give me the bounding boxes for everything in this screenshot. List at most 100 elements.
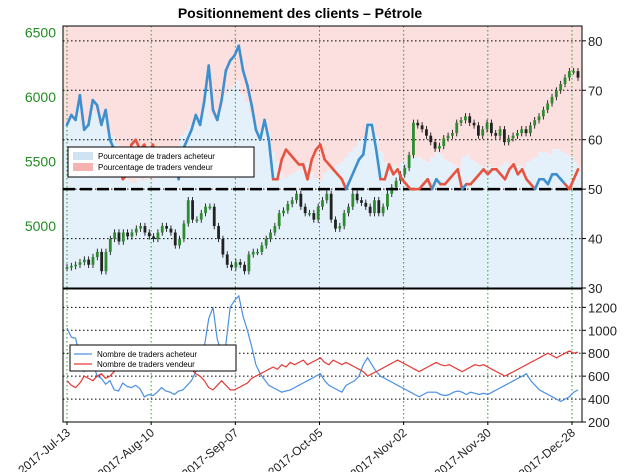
sell-band [335,26,341,165]
sentiment-segment [370,123,378,151]
buy-band [534,157,539,288]
buy-band [577,167,583,288]
candle-body [537,116,541,121]
sell-band [417,26,423,157]
buy-band [469,159,475,288]
left-tick-label: 6500 [25,24,56,40]
sentiment-segment [572,168,580,181]
candle-body [217,226,220,239]
buy-band [63,122,68,289]
candle-body [377,200,381,214]
buy-band [383,162,388,288]
sell-band [370,26,375,123]
buy-band [495,167,501,288]
right-tick-label: 400 [588,392,610,407]
buy-band [443,159,449,288]
candle-body [264,238,268,246]
buy-band [413,157,418,288]
candle-body [524,129,528,134]
buy-band [106,130,111,288]
sell-band [521,26,527,168]
left-tick-label: 5500 [25,154,56,170]
candle-body [165,226,169,229]
buy-band [175,162,180,288]
candle-body [559,84,563,91]
candle-body [563,77,567,85]
buy-band [335,164,341,288]
sell-band [175,26,180,163]
buy-band [361,138,366,288]
sell-band [473,26,479,163]
buy-band [179,136,185,288]
sentiment-segment [361,123,369,156]
sentiment-segment [215,98,223,122]
sell-band [443,26,449,160]
candle-body [191,200,194,220]
candle-body [420,125,424,130]
sentiment-segment [241,69,249,87]
candle-body [576,71,580,78]
right-tick-label: 1200 [588,300,617,315]
buy-band [158,175,163,288]
sentiment-segment [344,177,352,191]
sell-band [266,26,271,131]
buy-band [547,154,552,288]
buy-band [257,130,263,288]
candle-body [113,232,117,239]
buy-band [512,170,518,288]
right-tick-label: 50 [588,182,602,197]
x-axis-ticks: 2017-Jul-13 2017-Aug-10 2017-Sep-07 2017-Oc… [15,422,578,472]
sell-band [132,26,137,184]
buy-band [300,170,306,288]
right-tick-label: 1000 [588,323,617,338]
candle-body [494,133,498,136]
left-axis-ticks: 5000 5500 6000 6500 [25,24,56,234]
buy-band [287,175,293,288]
sell-band [197,26,202,123]
sell-band [71,26,77,121]
sell-band [214,26,219,121]
buy-band [396,167,401,288]
buy-band [89,109,94,288]
sell-band [534,26,539,157]
buy-band [400,162,405,288]
buy-band [140,180,146,288]
sell-band [387,26,392,171]
sell-band [67,26,72,118]
buy-band [145,175,150,288]
candle-body [550,96,554,104]
buy-band [499,164,505,288]
sentiment-percentage-line [65,44,580,191]
sell-band [300,26,306,171]
sell-band [322,26,328,173]
top-legend: Pourcentage de traders acheteur Pourcent… [67,146,255,178]
right-tick-label: 600 [588,369,610,384]
right-tick-label: 30 [588,281,602,296]
buy-band [123,164,129,288]
candle-body [78,262,82,265]
buy-band [374,136,379,288]
price-candles [65,67,580,275]
sell-band [573,26,578,163]
right-tick-label: 70 [588,83,602,98]
sell-band [447,26,453,163]
buy-band [153,172,159,288]
sell-band [201,26,206,110]
sell-band [469,26,475,160]
right-axis-ticks-top: 30 40 50 60 70 80 [582,34,602,296]
buy-band [460,157,466,288]
buy-band [409,157,414,288]
buy-band [422,159,427,288]
sell-band [517,26,522,165]
sentiment-segment [387,163,395,176]
sell-band [318,26,323,181]
candle-body [546,103,550,110]
candle-body [152,236,156,239]
buy-band [97,122,103,289]
legend-sell-label: Pourcentage de traders vendeur [98,163,213,172]
candle-body [472,122,476,126]
x-tick-label: 2017-Nov-30 [432,425,494,472]
candle-body [338,226,342,229]
buy-band [184,130,189,288]
